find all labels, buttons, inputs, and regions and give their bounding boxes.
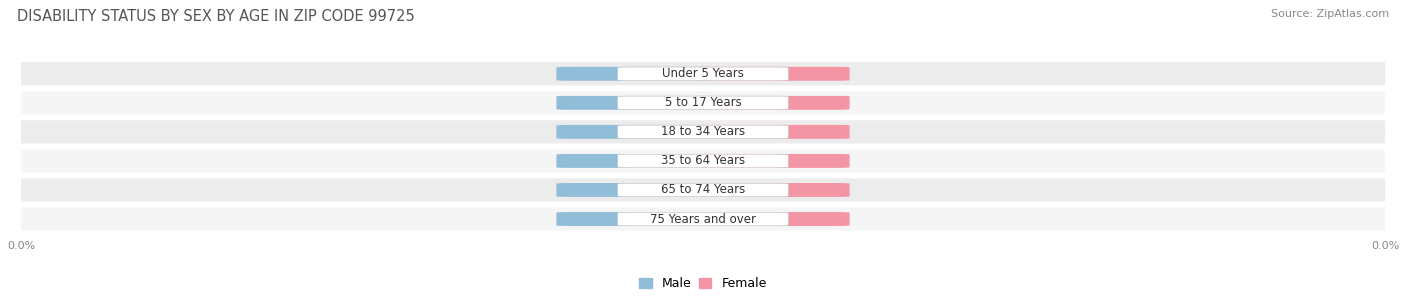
- FancyBboxPatch shape: [557, 125, 713, 139]
- FancyBboxPatch shape: [557, 154, 713, 168]
- Text: 0.0%: 0.0%: [621, 127, 648, 137]
- FancyBboxPatch shape: [693, 212, 849, 226]
- FancyBboxPatch shape: [693, 125, 849, 139]
- Text: 5 to 17 Years: 5 to 17 Years: [665, 96, 741, 109]
- FancyBboxPatch shape: [617, 67, 789, 81]
- FancyBboxPatch shape: [557, 96, 713, 110]
- FancyBboxPatch shape: [693, 183, 849, 197]
- FancyBboxPatch shape: [557, 212, 713, 226]
- FancyBboxPatch shape: [0, 149, 1406, 173]
- FancyBboxPatch shape: [557, 183, 713, 197]
- Text: Source: ZipAtlas.com: Source: ZipAtlas.com: [1271, 9, 1389, 19]
- FancyBboxPatch shape: [557, 67, 713, 81]
- Text: 0.0%: 0.0%: [758, 69, 785, 79]
- Text: 0.0%: 0.0%: [621, 98, 648, 108]
- FancyBboxPatch shape: [617, 96, 789, 109]
- Text: 0.0%: 0.0%: [758, 214, 785, 224]
- Text: 0.0%: 0.0%: [758, 98, 785, 108]
- FancyBboxPatch shape: [0, 120, 1406, 143]
- FancyBboxPatch shape: [693, 67, 849, 81]
- Legend: Male, Female: Male, Female: [640, 277, 766, 290]
- Text: 65 to 74 Years: 65 to 74 Years: [661, 184, 745, 196]
- FancyBboxPatch shape: [693, 154, 849, 168]
- Text: 0.0%: 0.0%: [758, 127, 785, 137]
- FancyBboxPatch shape: [0, 207, 1406, 231]
- Text: DISABILITY STATUS BY SEX BY AGE IN ZIP CODE 99725: DISABILITY STATUS BY SEX BY AGE IN ZIP C…: [17, 9, 415, 24]
- FancyBboxPatch shape: [617, 183, 789, 197]
- Text: 0.0%: 0.0%: [758, 156, 785, 166]
- Text: 0.0%: 0.0%: [621, 214, 648, 224]
- FancyBboxPatch shape: [617, 125, 789, 138]
- Text: 18 to 34 Years: 18 to 34 Years: [661, 125, 745, 138]
- Text: 0.0%: 0.0%: [621, 156, 648, 166]
- FancyBboxPatch shape: [0, 91, 1406, 114]
- Text: 35 to 64 Years: 35 to 64 Years: [661, 154, 745, 167]
- Text: 75 Years and over: 75 Years and over: [650, 213, 756, 225]
- Text: 0.0%: 0.0%: [621, 69, 648, 79]
- FancyBboxPatch shape: [0, 178, 1406, 202]
- FancyBboxPatch shape: [617, 154, 789, 168]
- FancyBboxPatch shape: [617, 212, 789, 226]
- FancyBboxPatch shape: [0, 62, 1406, 85]
- Text: Under 5 Years: Under 5 Years: [662, 67, 744, 80]
- FancyBboxPatch shape: [693, 96, 849, 110]
- Text: 0.0%: 0.0%: [621, 185, 648, 195]
- Text: 0.0%: 0.0%: [758, 185, 785, 195]
